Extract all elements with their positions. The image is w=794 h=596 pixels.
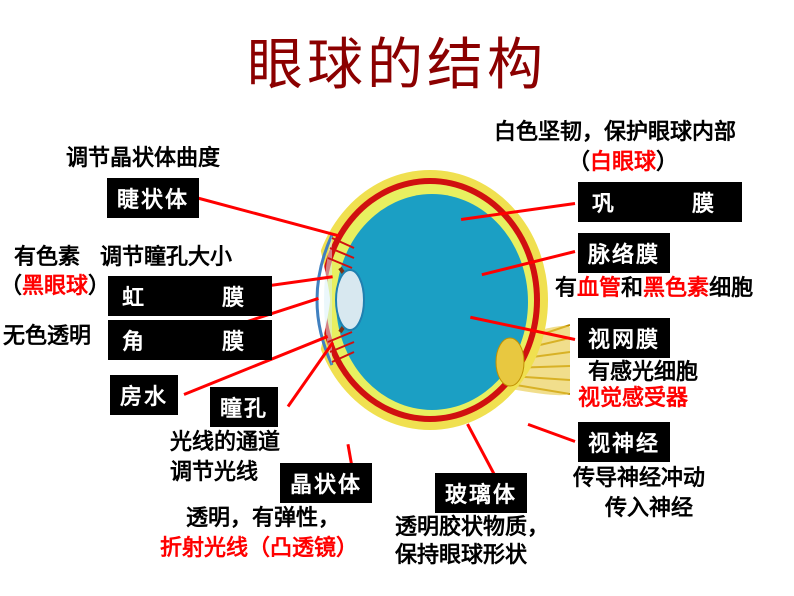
retina-label: 视网膜 — [578, 318, 670, 358]
eye-diagram — [310, 140, 570, 440]
iris-desc-adjust: 调节瞳孔大小 — [100, 243, 232, 271]
pupil-desc1: 光线的通道 — [170, 428, 280, 456]
pupil-label: 瞳孔 — [210, 387, 278, 427]
vitreous-label: 玻璃体 — [435, 473, 527, 513]
iris-label: 虹 膜 — [108, 276, 272, 316]
iris-desc-pigment: 有色素 — [14, 243, 80, 271]
lens-desc2: 折射光线（凸透镜） — [160, 534, 358, 562]
lens-desc1: 透明，有弹性， — [186, 504, 340, 532]
cornea-desc: 无色透明 — [3, 322, 91, 350]
sclera-desc1: 白色坚韧，保护眼球内部 — [494, 118, 736, 146]
ciliary-label: 睫状体 — [107, 178, 199, 218]
cornea-label: 角 膜 — [108, 320, 272, 360]
retina-desc1: 有感光细胞 — [588, 358, 698, 386]
choroid-label: 脉络膜 — [578, 233, 670, 273]
lens-label: 晶状体 — [280, 463, 372, 503]
sclera-desc2: （白眼球） — [568, 148, 678, 176]
vitreous-desc1: 透明胶状物质， — [395, 513, 549, 541]
vitreous-desc2: 保持眼球形状 — [395, 541, 527, 569]
nerve-label: 视神经 — [578, 422, 670, 462]
sclera-label: 巩 膜 — [578, 182, 742, 222]
pupil-desc2: 调节光线 — [170, 458, 258, 486]
nerve-desc1: 传导神经冲动 — [573, 464, 705, 492]
ciliary-desc: 调节晶状体曲度 — [66, 144, 220, 172]
page-title: 眼球的结构 — [247, 20, 547, 101]
iris-desc-blackeye: （黑眼球） — [0, 272, 110, 300]
aqueous-label: 房水 — [110, 375, 178, 415]
choroid-desc: 有血管和黑色素细胞 — [555, 274, 753, 302]
retina-desc2: 视觉感受器 — [578, 384, 688, 412]
nerve-desc2: 传入神经 — [605, 494, 693, 522]
